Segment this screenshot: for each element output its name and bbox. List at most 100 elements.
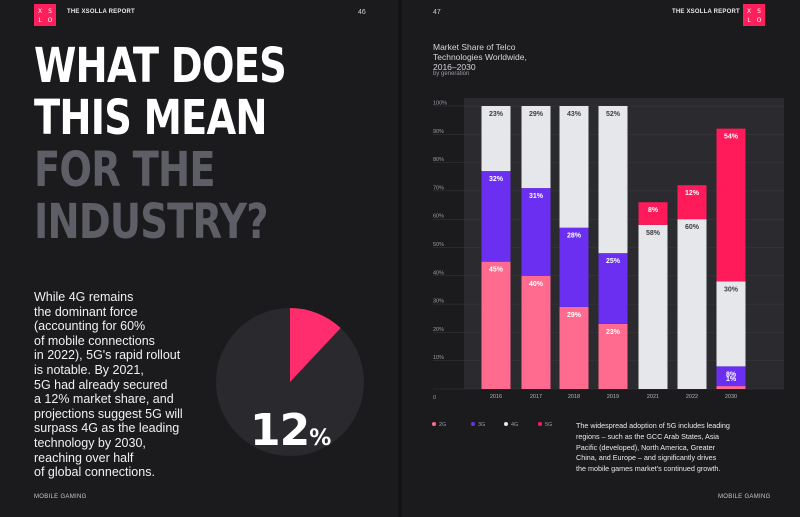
bar-segment-3g: [716, 366, 746, 389]
bar-value-label: 29%: [567, 312, 582, 319]
body-line: (accounting for 60%: [34, 319, 146, 334]
body-line: 5G had already secured: [34, 377, 168, 392]
y-tick-label: 90%: [433, 129, 444, 135]
x-tick-label: 2016: [490, 394, 502, 400]
bar-segment-2g: [716, 386, 746, 389]
legend-label: 2G: [439, 422, 446, 428]
right-page: 47 THE XSOLLA REPORT X S L O Market Shar…: [402, 0, 800, 517]
body-line: of global connections.: [34, 465, 155, 480]
x-tick-label: 2018: [568, 394, 580, 400]
svg-text:S: S: [757, 8, 761, 15]
footer-label: MOBILE GAMING: [34, 494, 87, 500]
stacked-bar-chart: 0 10% 20% 30% 40% 50% 60% 70% 80% 90% 100% 45% 32% 23…: [432, 98, 784, 428]
caption-line: The widespread adoption of 5G includes l…: [576, 421, 730, 430]
bar-value-label: 54%: [724, 134, 739, 141]
bar-value-label: 31%: [529, 193, 544, 200]
bar-segment-2g: [521, 275, 551, 389]
body-paragraph: While 4G remains the dominant force (acc…: [34, 290, 219, 480]
x-tick-label: 2030: [725, 394, 737, 400]
svg-text:O: O: [48, 17, 53, 24]
xsolla-logo: X S L O: [743, 4, 765, 26]
bar-value-label: 29%: [529, 111, 544, 118]
xsolla-logo: X S L O: [34, 4, 56, 26]
bar-segment-3g: [481, 171, 511, 262]
body-line: surpass 4G as the leading: [34, 421, 180, 436]
report-title: THE XSOLLA REPORT: [67, 9, 135, 15]
bar-segment-4g: [598, 106, 628, 254]
bar-value-label: 12%: [685, 190, 700, 197]
svg-text:O: O: [757, 17, 762, 24]
svg-text:S: S: [48, 8, 52, 15]
headline-line: FOR THE: [34, 142, 216, 198]
legend-swatch: [432, 422, 436, 426]
page-number: 46: [358, 9, 366, 16]
legend-swatch: [471, 422, 475, 426]
legend-label: 3G: [478, 422, 485, 428]
chart-title-line: Technologies Worldwide,: [433, 52, 527, 62]
body-line: While 4G remains: [34, 290, 134, 304]
bar-segment-4g: [716, 281, 746, 367]
page-number: 47: [433, 9, 441, 16]
bar-segment-4g: [481, 106, 511, 172]
svg-text:L: L: [38, 17, 42, 24]
legend-swatch: [504, 422, 508, 426]
report-title: THE XSOLLA REPORT: [672, 9, 740, 15]
legend-label: 5G: [545, 422, 552, 428]
bar-value-label: 40%: [529, 281, 544, 288]
y-tick-label: 20%: [433, 327, 444, 333]
legend-label: 4G: [511, 422, 518, 428]
bar-segment-2g: [598, 323, 628, 389]
bar-segment-5g: [716, 128, 746, 282]
headline-line: THIS MEAN: [34, 90, 268, 146]
body-line: reaching over half: [34, 450, 134, 465]
bar-segment-4g: [638, 224, 668, 389]
body-line: projections suggest 5G will: [34, 406, 183, 421]
y-tick-label: 50%: [433, 242, 444, 248]
caption-line: regions – such as the GCC Arab States, A…: [576, 431, 720, 441]
headline-line: WHAT DOES: [34, 38, 287, 94]
headline-line: INDUSTRY?: [34, 194, 268, 250]
chart-title-line: 2016–2030: [433, 62, 476, 72]
x-tick-label: 2017: [530, 394, 542, 400]
body-line: technology by 2030,: [34, 435, 146, 450]
x-tick-label: 2022: [686, 394, 698, 400]
bar-value-label: 30%: [724, 286, 739, 293]
bar-segment-2g: [559, 306, 589, 389]
footer-label: MOBILE GAMING: [718, 494, 771, 500]
svg-text:X: X: [38, 8, 42, 15]
bar-segment-2g: [481, 261, 511, 389]
body-line: the dominant force: [34, 304, 138, 319]
pie-number: 12: [250, 405, 310, 456]
share-pie-chart: [216, 308, 364, 456]
bar-segment-3g: [598, 253, 628, 324]
bar-segment-4g: [677, 219, 707, 389]
chart-title: Market Share of Telco Technologies World…: [433, 42, 583, 72]
bar-value-label: 8%: [648, 207, 659, 214]
bar-value-label: 60%: [685, 224, 700, 231]
y-tick-label: 70%: [433, 185, 444, 191]
bar-value-label: 23%: [606, 329, 621, 336]
bar-segment-4g: [521, 106, 551, 189]
bar-segment-5g: [638, 202, 668, 225]
chart-subtitle: by generation: [433, 71, 470, 77]
pie-slice-5g: [290, 308, 341, 382]
x-tick-label: 2021: [647, 394, 659, 400]
body-line: is notable. By 2021,: [34, 362, 144, 377]
headline: WHAT DOES THIS MEAN FOR THE INDUSTRY?: [34, 40, 306, 248]
body-line: a 12% market share, and: [34, 392, 174, 407]
body-line: in 2022), 5G's rapid rollout: [34, 348, 181, 363]
x-tick-label: 2019: [607, 394, 619, 400]
caption-line: the mobile games market's continued grow…: [576, 464, 721, 474]
legend-swatch: [538, 422, 542, 426]
svg-text:X: X: [747, 8, 751, 15]
y-tick-label: 60%: [433, 214, 444, 220]
caption-line: Pacific (developed), North America, Grea…: [576, 442, 716, 452]
svg-text:L: L: [747, 17, 751, 24]
chart-caption: The widespread adoption of 5G includes l…: [576, 421, 772, 475]
y-tick-label: 100%: [433, 101, 447, 107]
bar-value-label: 52%: [606, 111, 621, 118]
y-tick-label: 40%: [433, 270, 444, 276]
bar-segment-5g: [677, 185, 707, 220]
bar-segment-3g: [521, 188, 551, 276]
bar-value-label: 43%: [567, 111, 582, 118]
